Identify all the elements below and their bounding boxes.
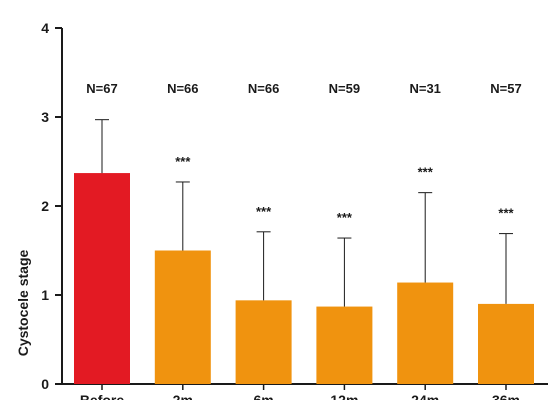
bar-36m <box>478 303 534 384</box>
n-label: N=59 <box>329 81 360 96</box>
bar-12m <box>316 306 373 384</box>
significance-label: *** <box>256 204 272 219</box>
bar-2m <box>154 250 211 384</box>
significance-label: *** <box>337 210 353 225</box>
y-tick-label: 3 <box>41 109 49 125</box>
significance-label: *** <box>498 206 514 221</box>
x-tick-label: 36m <box>492 392 520 400</box>
n-label: N=31 <box>409 81 440 96</box>
y-tick-label: 0 <box>41 376 49 392</box>
x-tick-label: 2m <box>173 392 193 400</box>
bar-Before <box>74 173 130 384</box>
n-label: N=66 <box>248 81 279 96</box>
significance-label: *** <box>175 154 191 169</box>
x-tick-label: 12m <box>330 392 358 400</box>
n-label: N=66 <box>167 81 198 96</box>
x-tick-label: 6m <box>253 392 273 400</box>
x-tick-label: Before <box>80 392 125 400</box>
bar-24m <box>397 282 454 384</box>
axes: 0 1 2 3 4 <box>41 20 548 392</box>
n-label: N=67 <box>86 81 117 96</box>
significance-label: *** <box>418 165 434 180</box>
y-tick-label: 1 <box>41 287 49 303</box>
x-tick-label: 24m <box>411 392 439 400</box>
bars <box>74 119 534 384</box>
y-axis-label: Cystocele stage <box>15 249 31 356</box>
y-tick-label: 4 <box>41 20 49 36</box>
labels: N=67 Before *** N=66 2m *** N=66 6m *** N=59 12m **… <box>80 81 522 400</box>
y-tick-label: 2 <box>41 198 49 214</box>
bar-6m <box>235 300 292 384</box>
n-label: N=57 <box>490 81 521 96</box>
